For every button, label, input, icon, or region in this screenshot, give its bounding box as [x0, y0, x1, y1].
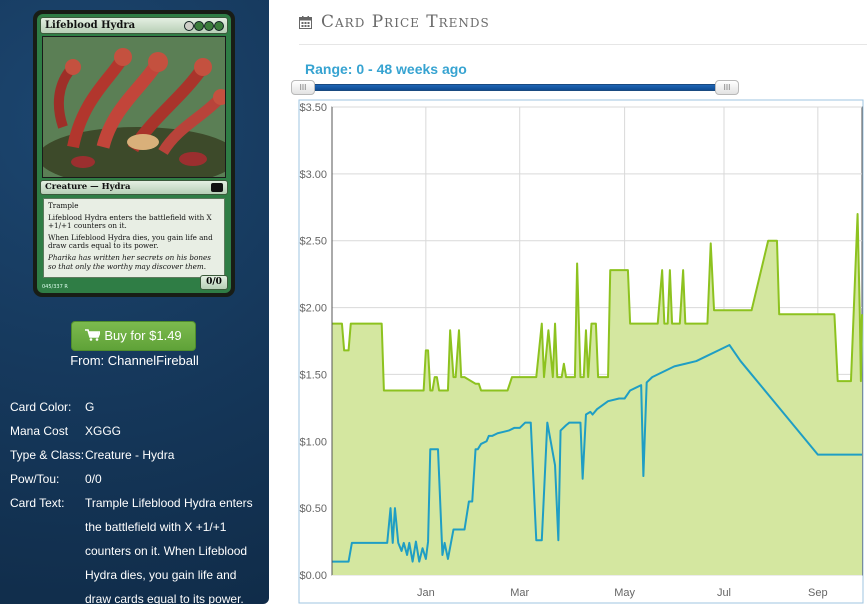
buy-button-label: Buy for $1.49	[104, 328, 182, 343]
x-tick-label: May	[614, 587, 635, 599]
card-rules-line: When Lifeblood Hydra dies, you gain life…	[48, 232, 213, 251]
card-title-bar: Lifeblood Hydra	[40, 17, 228, 34]
header-divider	[299, 44, 867, 45]
range-label: Range: 0 - 48 weeks ago	[305, 61, 467, 77]
x-tick-label: Mar	[510, 587, 529, 599]
buy-button[interactable]: Buy for $1.49	[71, 321, 196, 351]
y-tick-label: $0.00	[299, 570, 327, 582]
detail-value: Creature - Hydra	[85, 448, 175, 462]
mana-green-icon	[194, 20, 204, 31]
card-type-line: Creature — Hydra	[40, 180, 228, 195]
detail-label: Card Color:	[10, 400, 72, 414]
detail-label: Pow/Tou:	[10, 472, 60, 486]
card-keyword: Trample	[48, 201, 79, 210]
card-rules-line: Lifeblood Hydra enters the battlefield w…	[48, 212, 212, 231]
card-details-panel: Lifeblood Hydra	[0, 0, 269, 604]
card-frame: Lifeblood Hydra	[37, 14, 231, 293]
card-art	[42, 36, 226, 178]
detail-value: 0/0	[85, 472, 102, 486]
series-line	[332, 344, 862, 563]
card-image: Lifeblood Hydra	[33, 10, 235, 297]
detail-label: Type & Class:	[10, 448, 85, 462]
y-tick-label: $2.50	[299, 236, 327, 248]
y-tick-label: $0.50	[299, 503, 327, 515]
series-area-fill	[332, 213, 862, 575]
calendar-icon	[299, 16, 312, 29]
x-tick-label: Jul	[717, 587, 731, 599]
detail-value: Trample Lifeblood Hydra enters the battl…	[85, 496, 253, 604]
card-text-box: Trample Lifeblood Hydra enters the battl…	[43, 198, 225, 278]
detail-label: Card Text:	[10, 496, 65, 510]
detail-value: XGGG	[85, 424, 122, 438]
series-line	[332, 212, 863, 392]
card-power-toughness: 0/0	[200, 275, 228, 290]
mana-x-icon	[184, 20, 194, 31]
set-symbol-icon	[211, 183, 223, 192]
mana-green-icon	[214, 20, 224, 31]
y-tick-label: $2.00	[299, 303, 327, 315]
buy-from-store: From: ChannelFireball	[70, 353, 199, 368]
y-tick-label: $3.00	[299, 169, 327, 181]
section-title: Card Price Trends	[321, 12, 490, 32]
card-mana-symbols	[184, 19, 224, 34]
hydra-art-icon	[43, 37, 225, 177]
detail-value: G	[85, 400, 95, 414]
range-slider-start-handle[interactable]: III	[291, 80, 315, 95]
mana-green-icon	[204, 20, 214, 31]
y-tick-label: $1.00	[299, 436, 327, 448]
price-trend-chart: $0.00 $0.50 $1.00 $1.50 $2.00 $2.50 $3.00 $3.50…	[298, 99, 864, 604]
price-trends-panel: Card Price Trends Range: 0 - 48 weeks ag…	[269, 0, 867, 604]
y-tick-label: $1.50	[299, 369, 327, 381]
card-flavor-text: Pharika has written her secrets on his b…	[48, 252, 211, 271]
detail-label: Mana Cost	[10, 424, 69, 438]
x-tick-label: Sep	[808, 587, 828, 599]
x-tick-label: Jan	[417, 587, 435, 599]
range-slider-end-handle[interactable]: III	[715, 80, 739, 95]
shopping-cart-icon	[85, 329, 101, 341]
card-type-text: Creature — Hydra	[45, 182, 131, 192]
y-tick-label: $3.50	[299, 102, 327, 114]
card-collector-number: 045/337 R	[42, 284, 68, 290]
card-name: Lifeblood Hydra	[45, 20, 136, 31]
